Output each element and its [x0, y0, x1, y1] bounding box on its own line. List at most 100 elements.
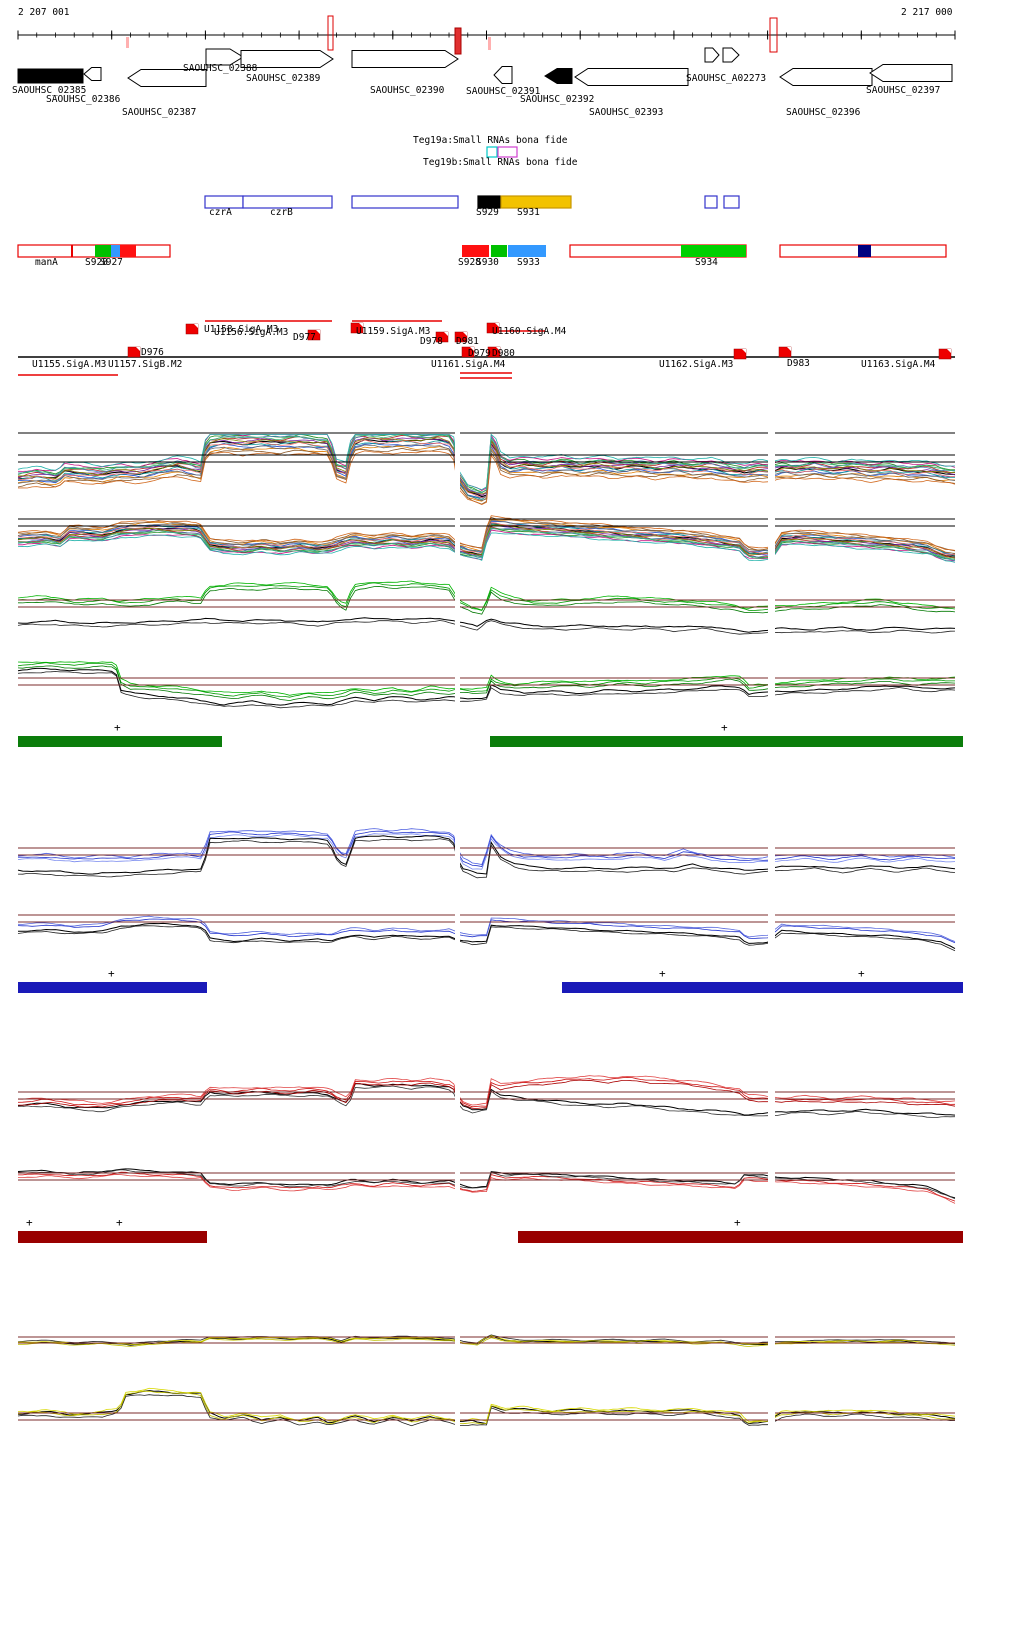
- gene-arrow-SAOUHSC_02387[interactable]: [127, 69, 207, 87]
- gene-arrow-SAOUHSC_02392[interactable]: [544, 68, 573, 84]
- gene-arrow-SAOUHSC_02396[interactable]: [779, 68, 873, 86]
- gene-arrow-SAOUHSC_02391[interactable]: [493, 66, 513, 84]
- gene-arrow-SAOUHSC_02388[interactable]: [205, 48, 244, 66]
- srna-box[interactable]: [497, 146, 518, 158]
- feature-box[interactable]: [242, 195, 333, 209]
- tu-flag[interactable]: [938, 348, 952, 360]
- tu-flag-notch: [496, 347, 500, 351]
- feature-box[interactable]: [111, 245, 120, 257]
- signal-line: [17, 671, 956, 709]
- coverage-gap: [455, 1378, 460, 1458]
- gene-arrow-SAOUHSC_02390[interactable]: [351, 50, 459, 68]
- gene-label: SAOUHSC_02392: [520, 94, 595, 105]
- feature-label: manA: [35, 257, 58, 268]
- feature-box[interactable]: [681, 245, 746, 257]
- teg19b-srna-legend: Teg19b:Small RNAs bona fide: [423, 157, 578, 168]
- coverage-gap: [455, 512, 460, 572]
- tu-flag-notch: [194, 324, 198, 328]
- tu-flag[interactable]: [350, 322, 364, 334]
- feature-label: S933: [517, 257, 540, 268]
- strand-plus-mark: +: [721, 721, 728, 734]
- srna-box[interactable]: [486, 146, 498, 158]
- signal-line: [17, 620, 956, 635]
- gene-label: SAOUHSC_02388: [183, 63, 258, 74]
- expression-track-condition-red-minus: [17, 1148, 956, 1214]
- feature-box[interactable]: [351, 195, 459, 209]
- tu-flag-notch: [359, 323, 363, 327]
- tu-flag[interactable]: [487, 346, 501, 358]
- coverage-gap: [768, 1148, 775, 1214]
- gene-arrow-SAOUHSC_A02273[interactable]: [722, 47, 740, 63]
- tu-flag[interactable]: [733, 348, 747, 360]
- coverage-gap: [455, 1148, 460, 1214]
- coverage-gap: [768, 1318, 775, 1368]
- signal-line: [17, 586, 956, 615]
- gene-label: SAOUHSC_02397: [866, 85, 941, 96]
- signal-line: [17, 520, 956, 554]
- strand-plus-mark: +: [116, 1216, 123, 1229]
- tu-flag[interactable]: [461, 346, 475, 358]
- gene-arrow-SAOUHSC_02389[interactable]: [240, 50, 334, 68]
- tu-flag[interactable]: [454, 331, 468, 343]
- signal-line: [17, 1394, 956, 1427]
- expression-track-condition-yellow-minus: [17, 1378, 956, 1458]
- feature-box[interactable]: [71, 245, 73, 257]
- coverage-gap: [455, 578, 460, 652]
- feature-box[interactable]: [723, 195, 740, 209]
- feature-label: S928: [458, 257, 481, 268]
- signal-line: [17, 1387, 956, 1423]
- ruler-end-coordinate: 2 217 000: [901, 7, 953, 18]
- coverage-gap: [455, 1062, 460, 1142]
- signal-line: [17, 450, 956, 506]
- signal-line: [17, 524, 956, 558]
- feature-box[interactable]: [508, 245, 546, 257]
- feature-box[interactable]: [858, 245, 871, 257]
- coverage-gap: [768, 578, 775, 652]
- signal-line: [17, 515, 956, 551]
- tu-flag[interactable]: [185, 323, 199, 335]
- tu-flag-notch: [470, 347, 474, 351]
- gene-arrow-SAOUHSC_A02273[interactable]: [704, 47, 720, 63]
- feature-box[interactable]: [500, 195, 572, 209]
- coverage-gap: [768, 655, 775, 725]
- gene-label: SAOUHSC_02389: [246, 73, 321, 84]
- tu-flag[interactable]: [435, 331, 449, 343]
- expression-track-condition-green-minus: [17, 655, 956, 725]
- ruler-variant-mark: [327, 15, 334, 51]
- signal-line: [17, 833, 956, 870]
- gene-label: SAOUHSC_02385: [12, 85, 87, 96]
- strand-plus-mark: +: [108, 967, 115, 980]
- tu-flag[interactable]: [486, 322, 500, 334]
- feature-label: S929: [476, 207, 499, 218]
- teg19a-srna-legend: Teg19a:Small RNAs bona fide: [413, 135, 568, 146]
- signal-line: [17, 838, 956, 879]
- signal-line: [17, 580, 955, 611]
- feature-box[interactable]: [477, 195, 501, 209]
- feature-box[interactable]: [462, 245, 489, 257]
- feature-box[interactable]: [704, 195, 718, 209]
- feature-label: S928: [85, 257, 108, 268]
- gene-arrow-SAOUHSC_02385[interactable]: [17, 68, 84, 84]
- tu-label: U1161.SigA.M4: [431, 359, 506, 370]
- signal-line: [17, 1085, 956, 1119]
- signal-line: [17, 835, 956, 875]
- feature-box[interactable]: [491, 245, 507, 257]
- tu-flag[interactable]: [778, 346, 792, 358]
- tu-flag[interactable]: [127, 346, 141, 358]
- gene-arrow-SAOUHSC_02386[interactable]: [83, 67, 102, 81]
- tu-label: D976: [141, 347, 164, 358]
- gene-arrow-SAOUHSC_02397[interactable]: [869, 64, 953, 82]
- tu-flag-notch: [787, 347, 791, 351]
- ruler-variant-mark: [769, 17, 778, 53]
- expressed-segment-bar: [518, 1231, 963, 1243]
- tu-label: U1160.SigA.M4: [492, 326, 567, 337]
- feature-box[interactable]: [120, 245, 136, 257]
- signal-line: [18, 1079, 956, 1109]
- tu-flag[interactable]: [307, 329, 321, 341]
- strand-plus-mark: +: [858, 967, 865, 980]
- ruler-variant-mark: [126, 37, 129, 48]
- feature-box[interactable]: [95, 245, 111, 257]
- gene-arrow-SAOUHSC_02393[interactable]: [574, 68, 689, 86]
- coverage-gap: [455, 432, 460, 512]
- feature-label: S934: [695, 257, 718, 268]
